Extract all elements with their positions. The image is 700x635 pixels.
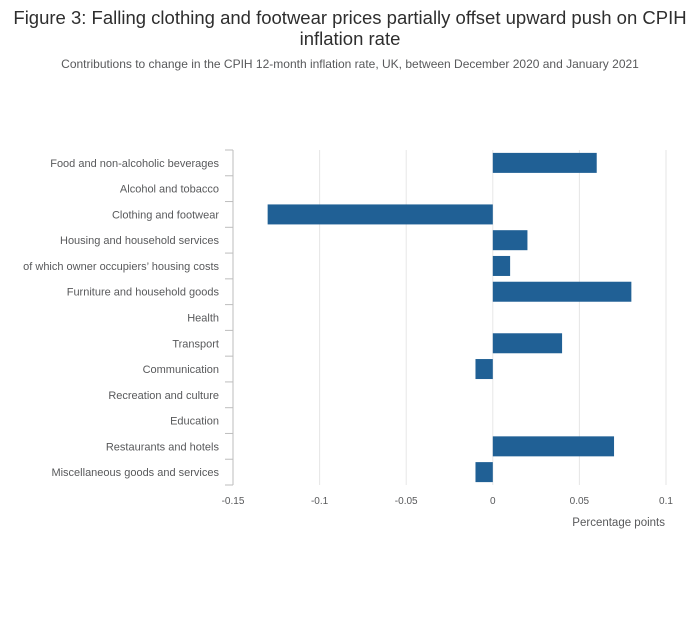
y-category-label: Education	[170, 416, 219, 428]
y-axis: Food and non-alcoholic beverages Alcohol …	[23, 149, 234, 486]
bar	[492, 152, 597, 173]
x-tick-label: -0.15	[222, 496, 245, 507]
y-category-label: Health	[187, 313, 219, 325]
y-category-label: Communication	[143, 364, 219, 376]
x-tick-label: 0.1	[659, 496, 673, 507]
y-category-label: Food and non-alcoholic beverages	[50, 158, 219, 170]
x-axis: -0.15 -0.1 -0.05 0 0.05 0.1	[222, 496, 674, 507]
y-category-label: Recreation and culture	[108, 390, 219, 402]
y-category-label: Alcohol and tobacco	[120, 184, 219, 196]
bar	[492, 255, 511, 276]
y-category-label: of which owner occupiers’ housing costs	[23, 261, 219, 273]
x-axis-title: Percentage points	[572, 517, 665, 529]
chart-title: Figure 3: Falling clothing and footwear …	[13, 7, 687, 49]
bars	[267, 152, 632, 483]
bar	[492, 281, 632, 302]
bar	[492, 436, 615, 457]
y-category-label: Miscellaneous goods and services	[51, 467, 219, 479]
bar	[492, 230, 528, 251]
y-category-label: Transport	[172, 338, 219, 350]
x-tick-label: 0	[490, 496, 496, 507]
y-category-label: Restaurants and hotels	[106, 441, 220, 453]
y-category-label: Clothing and footwear	[112, 209, 219, 221]
y-category-label: Housing and household services	[60, 235, 219, 247]
bar	[492, 333, 563, 354]
chart-subtitle: Contributions to change in the CPIH 12-m…	[61, 57, 639, 71]
bar	[267, 204, 493, 225]
x-tick-label: -0.1	[311, 496, 329, 507]
bar	[475, 359, 493, 380]
y-category-label: Furniture and household goods	[67, 287, 220, 299]
x-tick-label: 0.05	[570, 496, 590, 507]
bar	[475, 462, 493, 483]
gridlines	[319, 150, 667, 485]
x-tick-label: -0.05	[395, 496, 418, 507]
